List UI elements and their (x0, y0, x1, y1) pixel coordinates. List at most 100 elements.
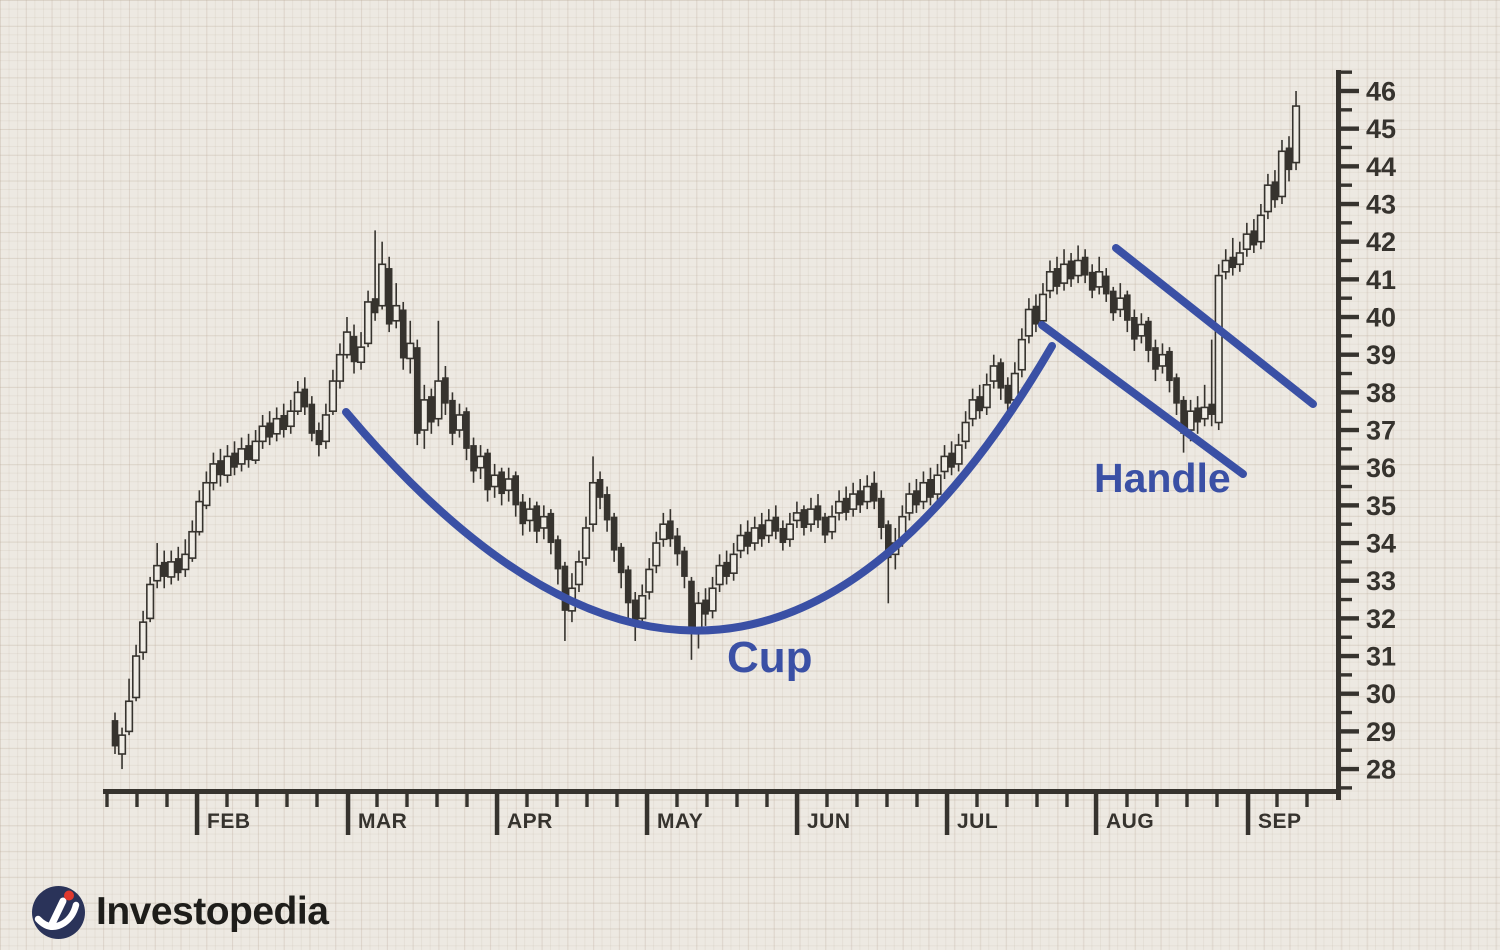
candle (181, 539, 190, 577)
x-minor-tick (1185, 789, 1189, 807)
x-minor-tick (135, 789, 139, 807)
candle (512, 471, 520, 517)
candle (1242, 222, 1251, 257)
candle (280, 403, 288, 438)
logo-swoosh (34, 901, 80, 930)
candle (681, 546, 688, 589)
candle (286, 399, 295, 434)
candle-body-up (539, 515, 548, 529)
candle (449, 392, 456, 446)
candle (1250, 219, 1258, 253)
logo-i-stem (47, 897, 67, 929)
x-minor-tick (585, 789, 589, 807)
x-minor-tick (285, 789, 289, 807)
candle-body-down (885, 524, 892, 559)
candle-body-up (1221, 259, 1230, 273)
candle-body-up (905, 493, 914, 514)
candle (610, 512, 618, 562)
x-minor-tick (765, 789, 769, 807)
candle-body-up (792, 512, 802, 522)
candle (913, 479, 920, 513)
x-major-tick (1245, 789, 1251, 835)
candle-body-up (1256, 214, 1265, 243)
y-major-tick (1336, 465, 1359, 470)
candle-body-down (927, 479, 934, 498)
x-minor-tick (165, 789, 169, 807)
candle-body-down (561, 565, 569, 611)
handle-upper-line (1112, 244, 1317, 408)
y-minor-tick (1336, 748, 1352, 752)
y-tick-label: 44 (1366, 152, 1396, 182)
candle (146, 576, 155, 623)
candle-wick (1210, 339, 1213, 427)
candle (335, 343, 345, 389)
x-minor-tick (465, 789, 469, 807)
candle (1285, 136, 1293, 182)
candle-body-up (335, 353, 345, 382)
candle (547, 509, 555, 555)
candle (539, 505, 548, 540)
candle (490, 463, 499, 498)
candle-body-down (217, 460, 224, 476)
candle (870, 471, 878, 510)
candle-wick (1203, 384, 1206, 427)
candle (744, 520, 751, 555)
candle (758, 512, 766, 547)
x-minor-tick (1125, 789, 1129, 807)
candle-body-up (729, 553, 738, 574)
candle-body-down (674, 535, 681, 555)
candle (603, 486, 611, 532)
y-minor-tick (1336, 560, 1352, 564)
candle-body-up (1137, 323, 1146, 337)
candle (624, 565, 632, 623)
candle-body-up (1038, 293, 1048, 322)
y-major-tick (1336, 201, 1359, 207)
candle (328, 369, 338, 415)
y-tick-label: 46 (1366, 77, 1396, 107)
candle-body-up (954, 444, 963, 465)
candle-body-up (1242, 233, 1251, 251)
x-month-label: JUN (807, 810, 851, 833)
candle-body-down (1109, 290, 1117, 314)
y-major-tick (1336, 729, 1359, 734)
candle (954, 433, 963, 472)
investopedia-logo-icon (32, 885, 85, 939)
candle-body-down (315, 430, 323, 446)
candle (209, 452, 218, 491)
candle-body-up (1214, 274, 1223, 424)
candle-body-up (1186, 410, 1195, 431)
candle-body-up (982, 384, 991, 409)
candle-body-down (301, 388, 309, 408)
candle-body-down (519, 501, 527, 525)
y-minor-tick (1336, 635, 1352, 639)
y-minor-tick (1336, 447, 1352, 451)
candle (694, 592, 703, 649)
candle (315, 422, 323, 457)
candle-body-down (877, 497, 885, 528)
candle-body-up (715, 564, 724, 586)
candle-body-down (1004, 384, 1012, 404)
y-major-tick (1336, 390, 1359, 395)
candle-body-down (1081, 256, 1089, 276)
candle-body-down (1124, 294, 1131, 321)
y-minor-tick (1336, 145, 1352, 150)
y-minor-tick (1336, 522, 1352, 526)
y-tick-label: 39 (1366, 340, 1396, 370)
x-minor-tick (885, 789, 889, 807)
candle (1291, 91, 1301, 171)
candle (581, 516, 591, 566)
candle (827, 505, 837, 540)
y-minor-tick (1336, 296, 1352, 300)
y-major-tick (1336, 616, 1359, 621)
candle-body-up (764, 519, 773, 537)
candle-body-down (1088, 271, 1096, 291)
candle-body-up (574, 561, 584, 586)
y-minor-tick (1336, 70, 1352, 74)
candle-body-up (1074, 259, 1083, 277)
y-tick-label: 42 (1366, 227, 1396, 257)
candle-body-up (863, 485, 872, 503)
candle (702, 588, 709, 626)
candle-body-down (758, 524, 766, 540)
candle (434, 320, 443, 427)
candle (574, 550, 584, 593)
